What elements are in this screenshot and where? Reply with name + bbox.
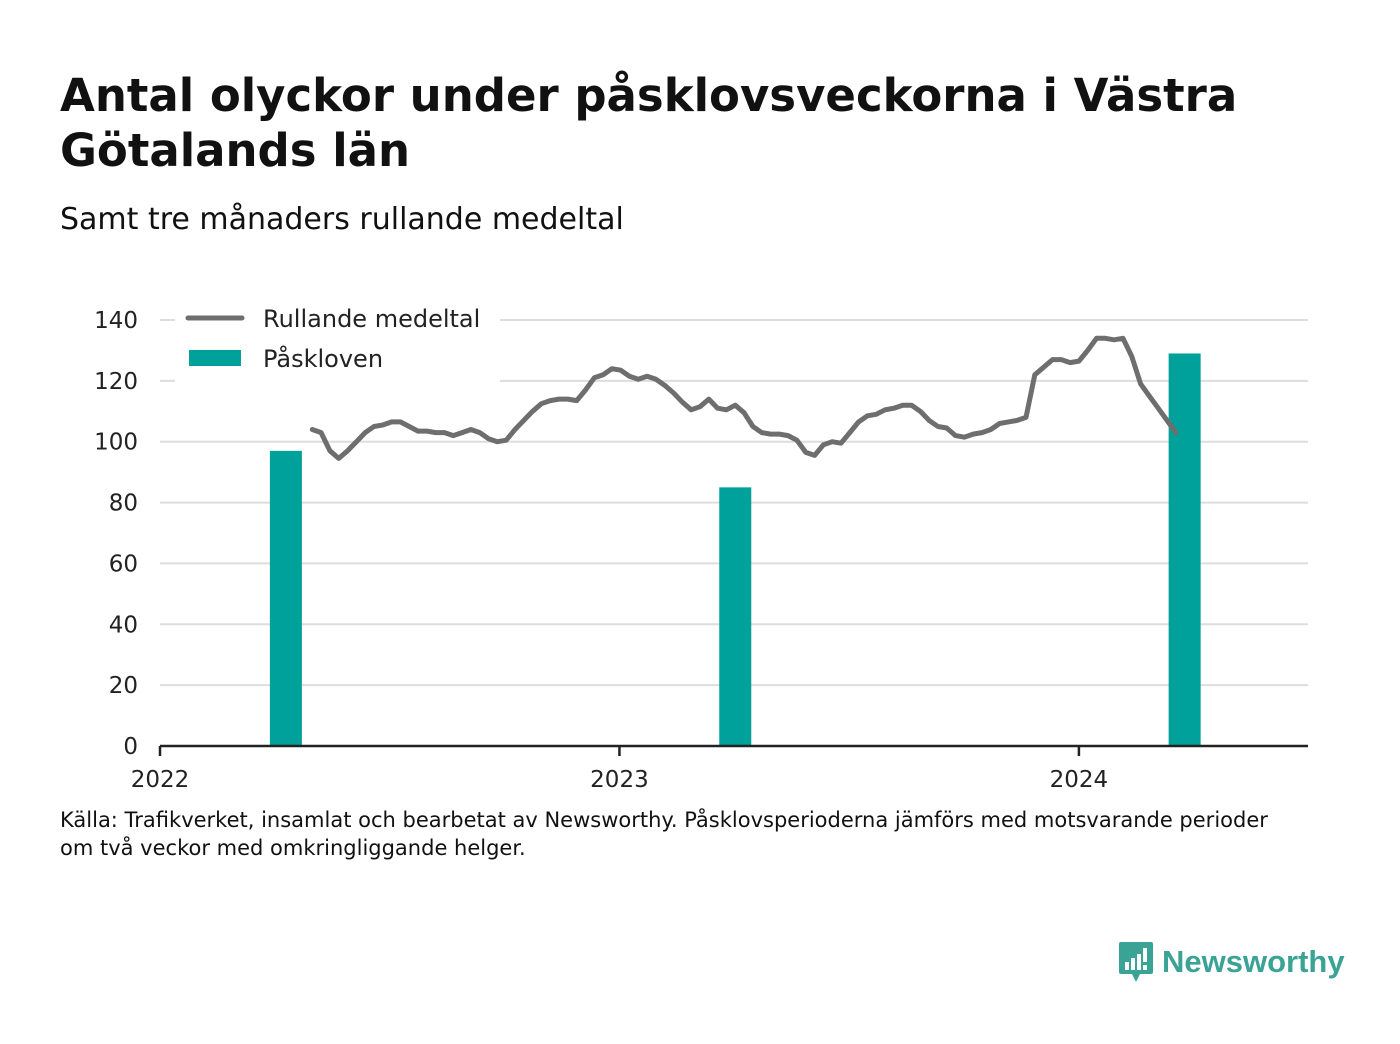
- bar: [719, 487, 752, 746]
- x-axis: 2022 2023 2024: [131, 744, 1308, 793]
- legend-background: [175, 298, 500, 382]
- chart-canvas: 0 20 40 60 80 100 120 140 2022 2023 2024 Rullande…: [94, 298, 1308, 793]
- y-tick-label: 80: [109, 491, 138, 517]
- line-series-rullande-medeltal: [309, 335, 1179, 461]
- y-tick-label: 120: [94, 369, 138, 395]
- y-tick-label: 40: [109, 612, 138, 638]
- legend-label-line: Rullande medeltal: [263, 305, 480, 333]
- bar: [1168, 353, 1201, 746]
- logo-text: Newsworthy: [1162, 944, 1345, 979]
- source-line-1: Källa: Trafikverket, insamlat och bearbe…: [60, 808, 1268, 832]
- bar-series-paskloven: [269, 353, 1201, 746]
- legend-label-bar: Påskloven: [263, 344, 383, 373]
- legend-swatch-bar: [189, 350, 241, 366]
- legend: Rullande medeltal Påskloven: [175, 298, 500, 382]
- chart-title: Antal olyckor under påsklovsveckorna i V…: [60, 69, 1238, 177]
- y-axis: 0 20 40 60 80 100 120 140: [94, 308, 138, 760]
- source-line-2: om två veckor med omkringliggande helger…: [60, 836, 526, 860]
- y-tick-label: 100: [94, 430, 138, 456]
- newsworthy-logo[interactable]: Newsworthy: [1118, 940, 1345, 984]
- series-line: [309, 335, 1179, 461]
- x-tick-label: 2023: [590, 767, 649, 793]
- x-tick-label: 2024: [1050, 767, 1109, 793]
- y-tick-label: 0: [123, 734, 138, 760]
- y-tick-label: 20: [109, 673, 138, 699]
- x-tick-label: 2022: [131, 767, 190, 793]
- source-note: Källa: Trafikverket, insamlat och bearbe…: [60, 806, 1280, 862]
- y-tick-label: 60: [109, 551, 138, 577]
- y-tick-label: 140: [94, 308, 138, 334]
- chart-subtitle: Samt tre månaders rullande medeltal: [60, 202, 624, 237]
- bar: [269, 450, 302, 746]
- newsworthy-logo-icon: [1119, 942, 1153, 982]
